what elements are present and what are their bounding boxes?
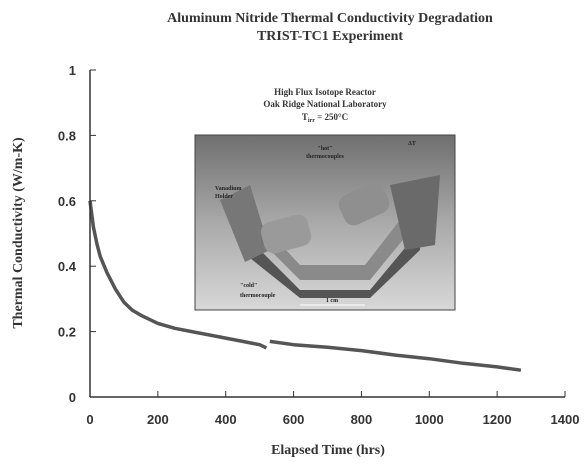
inset-label: 1 cm	[326, 298, 338, 304]
inset-label: Holder	[215, 194, 233, 200]
annotation: Oak Ridge National Laboratory	[263, 99, 387, 109]
y-tick-label: 0	[69, 390, 76, 405]
annotation-part: = 250°C	[315, 112, 348, 122]
y-tick-label: 0.2	[58, 325, 76, 340]
y-tick-label: 1	[69, 63, 76, 78]
inset-label: ΔT	[408, 141, 416, 147]
annotation: Tirr = 250°C	[302, 112, 348, 124]
inset-photo	[194, 134, 456, 311]
inset-label: "cold"	[240, 283, 257, 289]
y-tick-label: 0.4	[58, 259, 77, 274]
inset-label: thermocouples	[306, 154, 344, 160]
annotation-part: T	[302, 112, 308, 122]
x-tick-label: 1000	[415, 412, 444, 427]
chart-title: Aluminum Nitride Thermal Conductivity De…	[167, 11, 493, 26]
x-tick-label: 0	[86, 412, 93, 427]
chart-subtitle: TRIST-TC1 Experiment	[257, 29, 403, 44]
y-axis-label: Thermal Conductivity (W/m-K)	[11, 137, 26, 329]
y-tick-label: 0.8	[58, 128, 76, 143]
x-tick-label: 600	[283, 412, 305, 427]
inset-label: Vanadium	[215, 186, 241, 192]
y-tick-label: 0.6	[58, 194, 76, 209]
data-line	[88, 200, 522, 372]
x-tick-label: 800	[351, 412, 373, 427]
x-tick-label: 1400	[551, 412, 580, 427]
annotation-part: irr	[308, 118, 315, 124]
x-tick-label: 200	[147, 412, 169, 427]
x-tick-label: 400	[215, 412, 237, 427]
x-tick-label: 1200	[483, 412, 512, 427]
inset-label: "hot"	[318, 146, 333, 152]
x-axis-label: Elapsed Time (hrs)	[271, 443, 385, 458]
inset-label: thermocouple	[240, 293, 276, 299]
annotation: High Flux Isotope Reactor	[274, 87, 376, 97]
